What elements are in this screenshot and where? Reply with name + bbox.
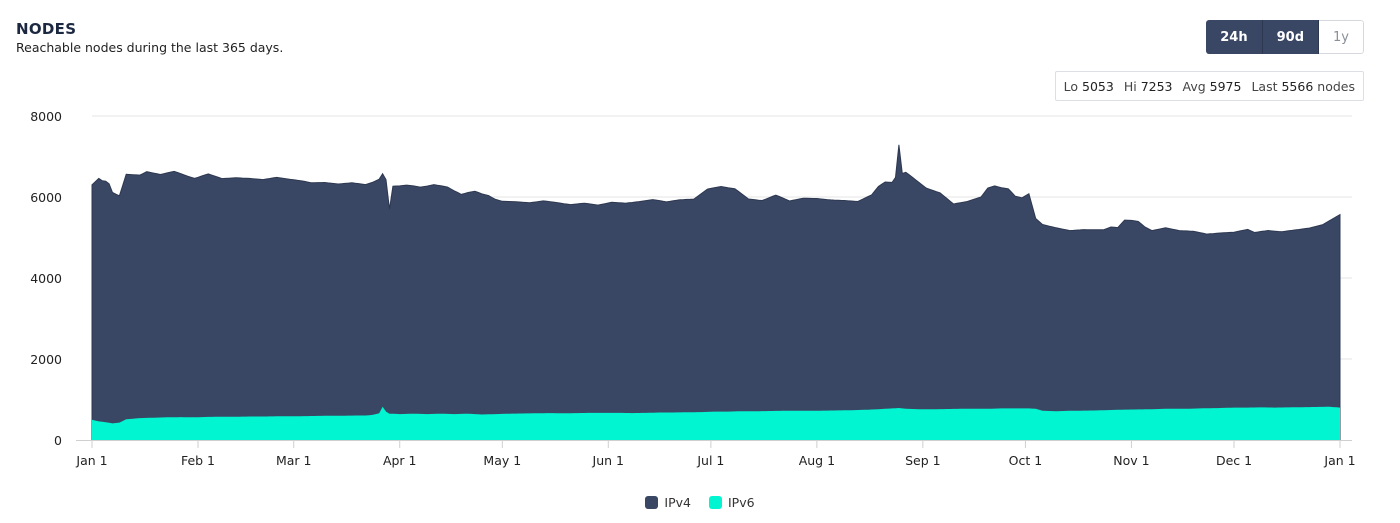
legend-item-ipv6[interactable]: IPv6 xyxy=(709,495,755,510)
series-areas xyxy=(91,144,1341,441)
stats-summary: Lo 5053 Hi 7253 Avg 5975 Last 5566 nodes xyxy=(1054,71,1364,101)
y-tick-label-4: 8000 xyxy=(30,109,62,124)
stat-lo: Lo 5053 xyxy=(1063,78,1114,94)
x-tick-label-0: Jan 1 xyxy=(75,453,107,468)
stat-avg: Avg 5975 xyxy=(1182,78,1242,94)
legend-item-ipv4[interactable]: IPv4 xyxy=(645,495,691,510)
stat-hi: Hi 7253 xyxy=(1123,78,1173,94)
x-tick-label-6: Jul 1 xyxy=(696,453,724,468)
stat-last: Last 5566 nodes xyxy=(1251,78,1355,94)
legend: IPv4 IPv6 xyxy=(0,495,1400,510)
y-tick-label-0: 0 xyxy=(54,433,62,448)
x-tick-label-10: Nov 1 xyxy=(1113,453,1149,468)
x-tick-label-2: Mar 1 xyxy=(276,453,312,468)
range-1y-button[interactable]: 1y xyxy=(1319,20,1364,54)
legend-swatch-ipv6 xyxy=(709,496,722,509)
x-tick-label-4: May 1 xyxy=(483,453,521,468)
x-tick-label-9: Oct 1 xyxy=(1009,453,1043,468)
x-tick-label-11: Dec 1 xyxy=(1216,453,1252,468)
x-tick-label-7: Aug 1 xyxy=(799,453,835,468)
range-selector: 24h 90d 1y xyxy=(1206,20,1364,54)
chart-title: NODES xyxy=(16,20,77,38)
y-tick-label-2: 4000 xyxy=(30,271,62,286)
x-tick-label-8: Sep 1 xyxy=(905,453,941,468)
x-tick-label-12: Jan 1 xyxy=(1323,453,1355,468)
y-tick-label-3: 6000 xyxy=(30,190,62,205)
series-area-ipv6 xyxy=(92,406,1340,440)
chart-subtitle: Reachable nodes during the last 365 days… xyxy=(16,40,284,55)
y-tick-label-1: 2000 xyxy=(30,352,62,367)
x-tick-label-3: Apr 1 xyxy=(383,453,417,468)
legend-label-ipv6: IPv6 xyxy=(728,495,755,510)
range-90d-button[interactable]: 90d xyxy=(1262,20,1320,54)
axes: 0 2000 4000 6000 8000 Jan 1 Feb 1 Mar 1 Apr 1 May… xyxy=(30,109,1355,468)
legend-swatch-ipv4 xyxy=(645,496,659,509)
range-24h-button[interactable]: 24h xyxy=(1206,20,1263,54)
legend-label-ipv4: IPv4 xyxy=(664,495,691,510)
series-area-ipv4 xyxy=(91,144,1341,441)
x-tick-label-5: Jun 1 xyxy=(592,453,624,468)
x-tick-label-1: Feb 1 xyxy=(181,453,215,468)
